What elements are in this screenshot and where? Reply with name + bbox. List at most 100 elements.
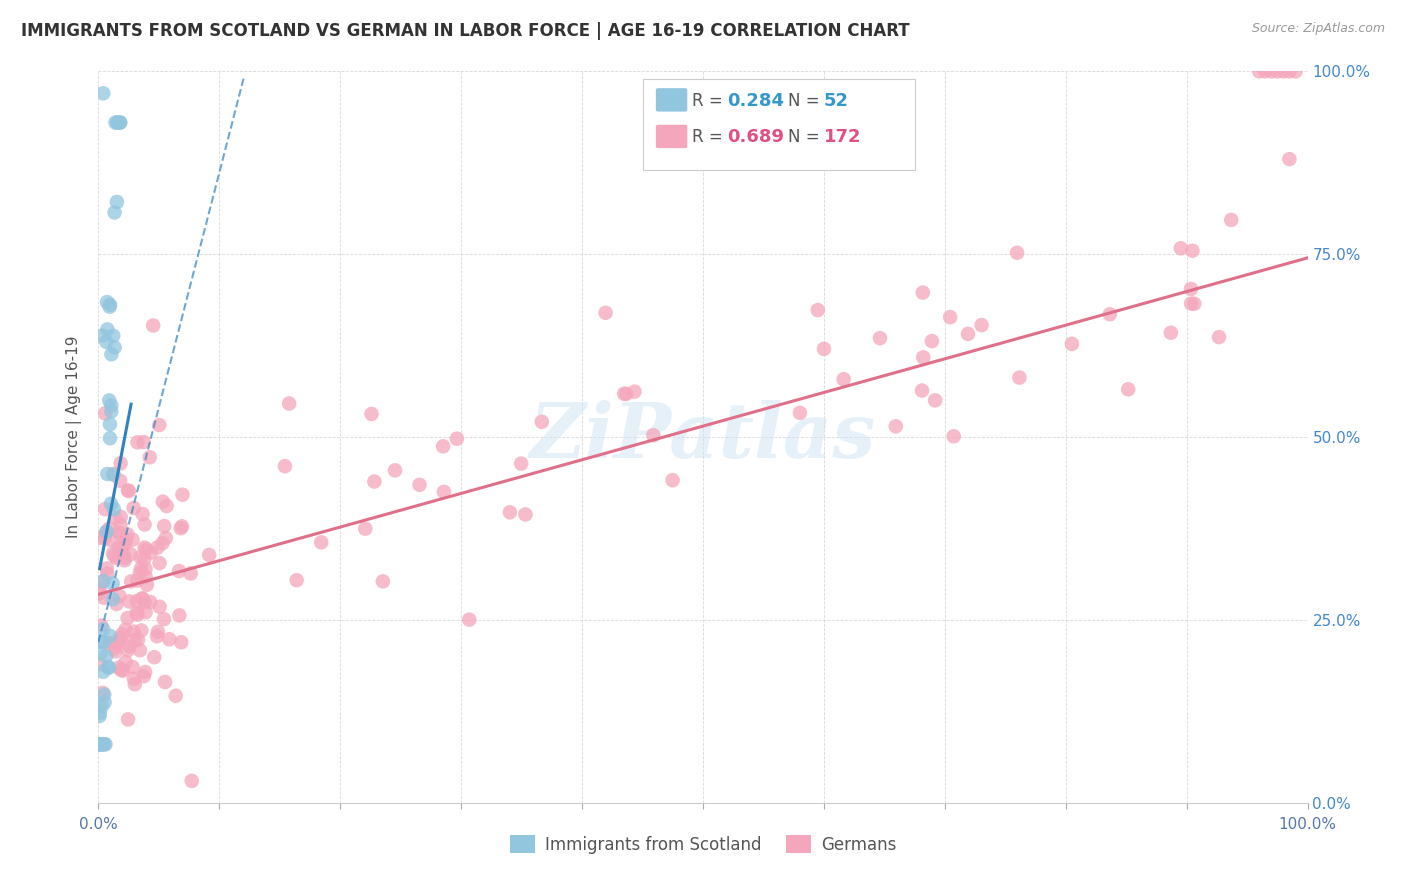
Point [153, 519, 176, 533]
Point [134, 665, 156, 679]
Point [94, 531, 117, 545]
Point [970, 318, 993, 332]
Point [911, 384, 934, 398]
Point [91, 737, 114, 751]
Point [125, 594, 148, 608]
Point [956, 326, 979, 341]
Point [103, 467, 125, 482]
Point [530, 415, 553, 429]
Point [128, 566, 150, 580]
Point [111, 664, 134, 678]
Text: N =: N = [787, 128, 820, 146]
Point [110, 663, 132, 677]
Point [832, 372, 855, 386]
Point [118, 640, 141, 654]
Point [433, 484, 456, 499]
Point [91, 686, 114, 700]
Point [112, 550, 135, 565]
Point [96, 561, 118, 575]
Point [90, 618, 112, 632]
Point [114, 537, 136, 551]
Point [114, 623, 136, 637]
Point [134, 595, 156, 609]
Text: 0.284: 0.284 [727, 92, 785, 110]
FancyBboxPatch shape [655, 88, 688, 112]
Point [408, 477, 430, 491]
Point [108, 632, 131, 647]
Point [371, 574, 394, 589]
Point [135, 570, 157, 584]
Point [107, 661, 129, 675]
Point [89, 737, 111, 751]
Point [98, 636, 121, 650]
Point [101, 576, 124, 591]
Point [1060, 337, 1083, 351]
Point [90, 699, 112, 714]
Point [643, 428, 665, 442]
Point [124, 677, 146, 691]
Point [103, 502, 125, 516]
Point [103, 205, 125, 219]
Point [911, 285, 934, 300]
Point [1180, 296, 1202, 310]
Point [108, 115, 131, 129]
Point [107, 541, 129, 555]
Point [89, 657, 111, 672]
Point [91, 737, 114, 751]
Point [96, 467, 118, 481]
Point [111, 627, 134, 641]
Point [131, 591, 153, 606]
Point [94, 737, 117, 751]
Point [139, 545, 162, 559]
Point [515, 508, 537, 522]
Point [143, 650, 166, 665]
Point [96, 566, 118, 581]
Point [150, 536, 173, 550]
Point [103, 641, 125, 656]
Point [107, 635, 129, 649]
Point [134, 552, 156, 566]
Point [110, 509, 132, 524]
Point [125, 606, 148, 620]
Point [170, 635, 193, 649]
Point [432, 439, 454, 453]
Point [1272, 64, 1295, 78]
Point [89, 737, 111, 751]
Point [105, 597, 128, 611]
Point [117, 483, 139, 498]
Point [1249, 64, 1271, 78]
Point [118, 483, 141, 498]
FancyBboxPatch shape [655, 125, 688, 148]
Point [120, 574, 142, 589]
Point [172, 488, 194, 502]
Point [127, 607, 149, 622]
Point [108, 589, 131, 603]
Point [180, 566, 202, 581]
Point [105, 115, 128, 129]
Point [115, 533, 138, 547]
Point [309, 535, 332, 549]
Point [127, 632, 149, 647]
Point [1260, 64, 1282, 78]
Point [134, 541, 156, 555]
Point [94, 406, 117, 420]
Point [613, 386, 636, 401]
Point [100, 398, 122, 412]
Point [105, 551, 128, 566]
Point [1181, 244, 1204, 258]
Point [122, 672, 145, 686]
Point [98, 521, 121, 535]
Point [169, 608, 191, 623]
Point [104, 644, 127, 658]
Legend: Immigrants from Scotland, Germans: Immigrants from Scotland, Germans [503, 829, 903, 860]
Point [446, 432, 468, 446]
Point [131, 507, 153, 521]
Point [100, 533, 122, 547]
Point [129, 550, 152, 565]
Point [100, 404, 122, 418]
Point [91, 574, 114, 589]
Point [100, 347, 122, 361]
Point [107, 115, 129, 129]
Point [98, 300, 121, 314]
Point [127, 574, 149, 588]
